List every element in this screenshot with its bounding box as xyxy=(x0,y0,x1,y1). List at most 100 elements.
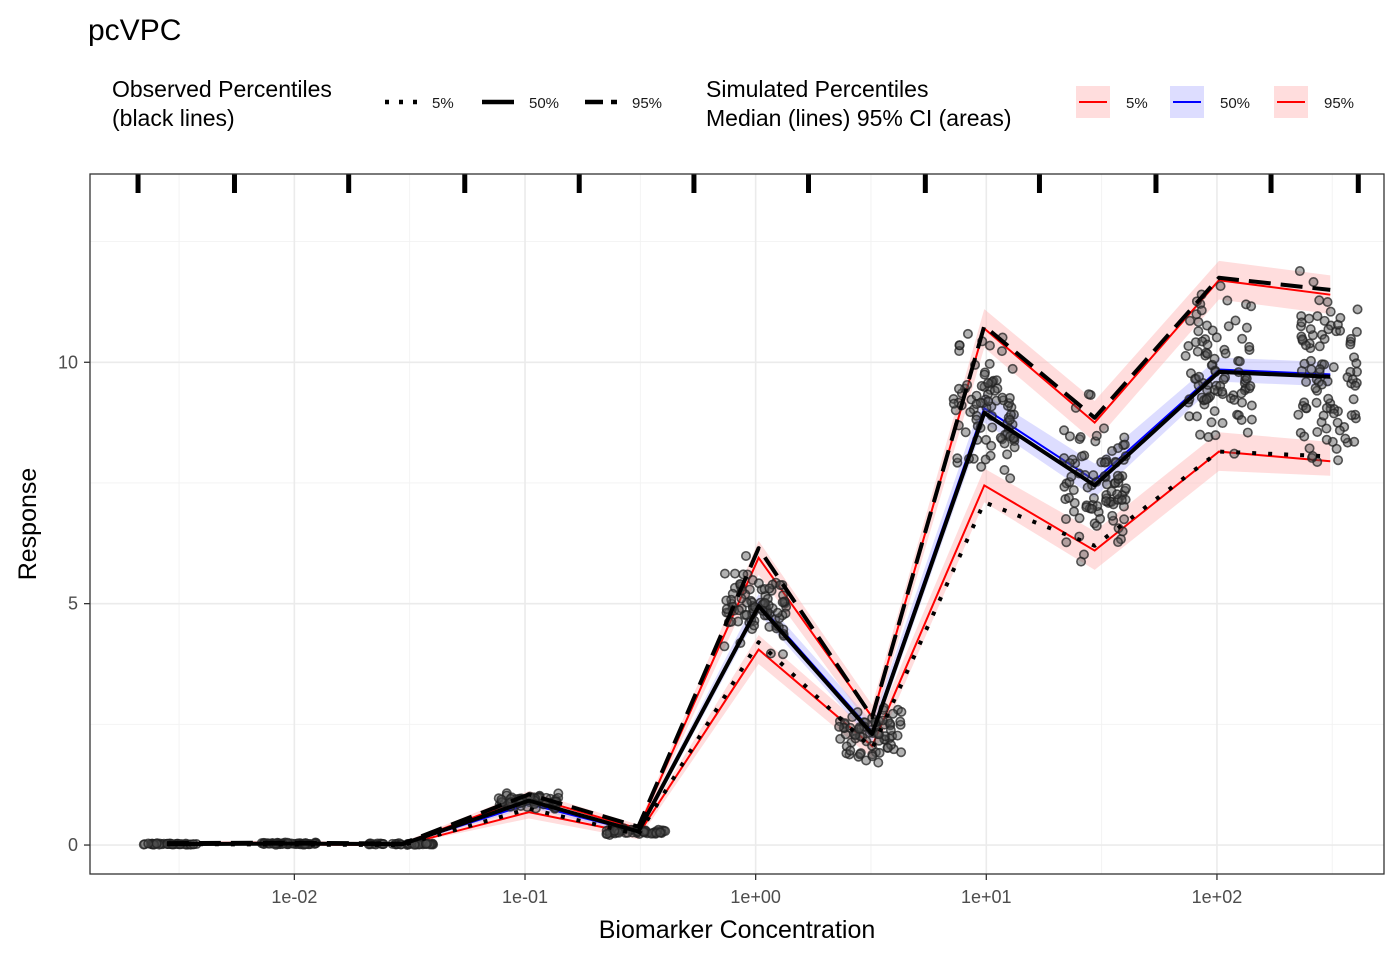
observation-point xyxy=(962,328,973,339)
ci-band-5pct xyxy=(166,432,1331,846)
observation-point xyxy=(1007,363,1018,374)
observation-point xyxy=(1194,371,1205,382)
observation-point xyxy=(987,422,998,433)
observation-point xyxy=(960,427,971,438)
observation-point xyxy=(1349,436,1360,447)
observation-point xyxy=(1312,311,1323,322)
observation-point xyxy=(954,340,965,351)
observation-point xyxy=(721,595,732,606)
observation-point xyxy=(772,607,783,618)
legend: Observed Percentiles (black lines) 5% 50%… xyxy=(112,76,1354,131)
observation-point xyxy=(1345,339,1356,350)
observation-point xyxy=(1335,312,1346,323)
x-axis-title: Biomarker Concentration xyxy=(599,916,876,944)
observation-point xyxy=(1307,451,1318,462)
observation-point xyxy=(1351,326,1362,337)
observation-point xyxy=(1310,383,1321,394)
observation-point xyxy=(979,369,990,380)
legend-simulated-title-line2: Median (lines) 95% CI (areas) xyxy=(706,105,1012,131)
observation-point xyxy=(1294,266,1305,277)
y-axis: 0 5 10 xyxy=(58,352,90,855)
observation-point xyxy=(1234,356,1245,367)
observation-point xyxy=(989,385,1000,396)
observation-point xyxy=(1107,446,1118,457)
observation-point xyxy=(1323,393,1334,404)
observation-point xyxy=(975,397,986,408)
observation-point xyxy=(892,730,903,741)
observation-point xyxy=(1319,333,1330,344)
observation-point xyxy=(1301,402,1312,413)
observation-point xyxy=(1206,417,1217,428)
observation-point xyxy=(1098,423,1109,434)
observation-point xyxy=(854,723,865,734)
observation-point xyxy=(873,757,884,768)
observation-point xyxy=(1064,431,1075,442)
observation-point xyxy=(984,358,995,369)
observation-point xyxy=(1009,442,1020,453)
bin-boundary-ticks xyxy=(135,174,1361,193)
y-tick-label: 10 xyxy=(58,352,78,372)
observation-point xyxy=(496,794,507,805)
observation-point xyxy=(845,745,856,756)
x-tick-label: 1e+01 xyxy=(961,887,1012,907)
observation-point xyxy=(719,568,730,579)
observation-point xyxy=(1202,339,1213,350)
observation-point xyxy=(1060,514,1071,525)
observation-point xyxy=(1333,455,1344,466)
observation-point xyxy=(1100,496,1111,507)
observation-point xyxy=(1314,341,1325,352)
observation-point xyxy=(1322,296,1333,307)
y-tick-label: 5 xyxy=(68,594,78,614)
observation-point xyxy=(1242,427,1253,438)
observation-point xyxy=(896,747,907,758)
observation-point xyxy=(1246,414,1257,425)
observation-point xyxy=(995,432,1006,443)
observation-point xyxy=(1230,315,1241,326)
observation-point xyxy=(895,716,906,727)
legend-simulated-title-line1: Simulated Percentiles xyxy=(706,76,928,102)
observation-point xyxy=(764,583,775,594)
observation-point xyxy=(1237,333,1248,344)
y-tick-label: 0 xyxy=(68,835,78,855)
legend-simulated-key-label: 50% xyxy=(1220,95,1250,112)
observation-point xyxy=(1190,337,1201,348)
observation-point xyxy=(1068,485,1079,496)
observation-point xyxy=(1004,392,1015,403)
observation-point xyxy=(1088,493,1099,504)
observation-point xyxy=(1311,397,1322,408)
observation-point xyxy=(1002,449,1013,460)
observation-point xyxy=(1321,402,1332,413)
observation-point xyxy=(1119,514,1130,525)
observation-point xyxy=(777,597,788,608)
observation-point xyxy=(1328,408,1339,419)
x-axis: 1e-02 1e-01 1e+00 1e+01 1e+02 xyxy=(271,874,1242,907)
observation-point xyxy=(1209,353,1220,364)
observation-point xyxy=(1321,423,1332,434)
observation-point xyxy=(1351,358,1362,369)
observed-line-95pct xyxy=(166,275,1331,846)
observation-point xyxy=(983,378,994,389)
observation-point xyxy=(1246,400,1257,411)
observation-point xyxy=(777,649,788,660)
observation-point xyxy=(1245,381,1256,392)
observation-point xyxy=(1314,364,1325,375)
observation-point xyxy=(1063,492,1074,503)
observation-point xyxy=(1241,322,1252,333)
x-tick-label: 1e-02 xyxy=(271,887,317,907)
observation-point xyxy=(895,719,906,730)
observation-point xyxy=(854,749,865,760)
x-tick-label: 1e+00 xyxy=(730,887,781,907)
observation-point xyxy=(1202,348,1213,359)
y-axis-title: Response xyxy=(14,468,42,581)
observation-point xyxy=(1306,364,1317,375)
observation-point xyxy=(151,838,162,849)
observation-point xyxy=(1301,376,1312,387)
observation-point xyxy=(1299,431,1310,442)
plot-panel-border xyxy=(89,173,1385,875)
observation-point xyxy=(999,464,1010,475)
observation-point xyxy=(1342,372,1353,383)
observation-point xyxy=(753,578,764,589)
observation-point xyxy=(1120,483,1131,494)
observation-point xyxy=(1350,380,1361,391)
